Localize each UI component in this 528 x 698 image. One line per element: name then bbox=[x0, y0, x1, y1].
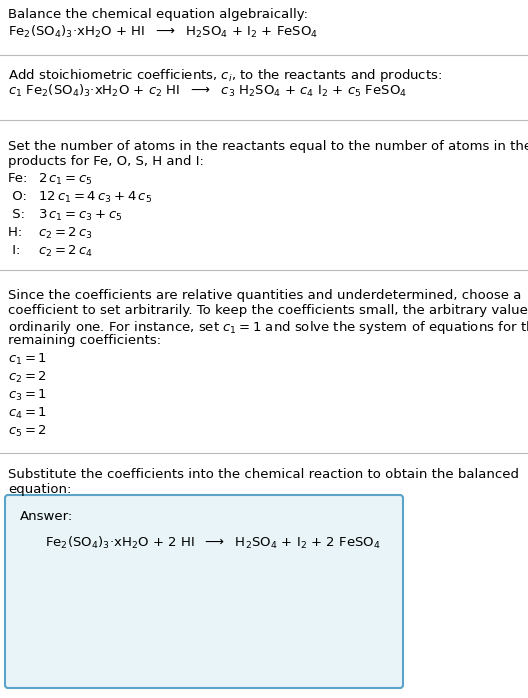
Text: Balance the chemical equation algebraically:: Balance the chemical equation algebraica… bbox=[8, 8, 308, 21]
Text: $c_5 = 2$: $c_5 = 2$ bbox=[8, 424, 47, 439]
Text: $c_2 = 2\,c_3$: $c_2 = 2\,c_3$ bbox=[38, 226, 93, 241]
Text: remaining coefficients:: remaining coefficients: bbox=[8, 334, 161, 347]
Text: $c_2 = 2\,c_4$: $c_2 = 2\,c_4$ bbox=[38, 244, 93, 259]
Text: coefficient to set arbitrarily. To keep the coefficients small, the arbitrary va: coefficient to set arbitrarily. To keep … bbox=[8, 304, 528, 317]
Text: $c_3 = 1$: $c_3 = 1$ bbox=[8, 388, 47, 403]
Text: equation:: equation: bbox=[8, 483, 71, 496]
Text: Fe$_2$(SO$_4$)$_3$·xH$_2$O + 2 HI  $\longrightarrow$  H$_2$SO$_4$ + I$_2$ + 2 Fe: Fe$_2$(SO$_4$)$_3$·xH$_2$O + 2 HI $\long… bbox=[45, 535, 381, 551]
Text: $3\,c_1 = c_3 + c_5$: $3\,c_1 = c_3 + c_5$ bbox=[38, 208, 122, 223]
Text: H:: H: bbox=[8, 226, 26, 239]
Text: $c_2 = 2$: $c_2 = 2$ bbox=[8, 370, 47, 385]
Text: ordinarily one. For instance, set $c_1 = 1$ and solve the system of equations fo: ordinarily one. For instance, set $c_1 =… bbox=[8, 319, 528, 336]
Text: products for Fe, O, S, H and I:: products for Fe, O, S, H and I: bbox=[8, 155, 204, 168]
Text: Fe:: Fe: bbox=[8, 172, 32, 185]
Text: $c_4 = 1$: $c_4 = 1$ bbox=[8, 406, 47, 421]
Text: $c_1$ Fe$_2$(SO$_4$)$_3$·xH$_2$O + $c_2$ HI  $\longrightarrow$  $c_3$ H$_2$SO$_4: $c_1$ Fe$_2$(SO$_4$)$_3$·xH$_2$O + $c_2$… bbox=[8, 83, 407, 99]
Text: Fe$_2$(SO$_4$)$_3$·xH$_2$O + HI  $\longrightarrow$  H$_2$SO$_4$ + I$_2$ + FeSO$_: Fe$_2$(SO$_4$)$_3$·xH$_2$O + HI $\longri… bbox=[8, 24, 318, 40]
Text: O:: O: bbox=[8, 190, 31, 203]
Text: Substitute the coefficients into the chemical reaction to obtain the balanced: Substitute the coefficients into the che… bbox=[8, 468, 519, 481]
Text: Since the coefficients are relative quantities and underdetermined, choose a: Since the coefficients are relative quan… bbox=[8, 289, 521, 302]
Text: Answer:: Answer: bbox=[20, 510, 73, 523]
FancyBboxPatch shape bbox=[5, 495, 403, 688]
Text: $12\,c_1 = 4\,c_3 + 4\,c_5$: $12\,c_1 = 4\,c_3 + 4\,c_5$ bbox=[38, 190, 152, 205]
Text: $c_1 = 1$: $c_1 = 1$ bbox=[8, 352, 47, 367]
Text: $2\,c_1 = c_5$: $2\,c_1 = c_5$ bbox=[38, 172, 93, 187]
Text: Set the number of atoms in the reactants equal to the number of atoms in the: Set the number of atoms in the reactants… bbox=[8, 140, 528, 153]
Text: I:: I: bbox=[8, 244, 25, 257]
Text: Add stoichiometric coefficients, $c_i$, to the reactants and products:: Add stoichiometric coefficients, $c_i$, … bbox=[8, 67, 442, 84]
Text: S:: S: bbox=[8, 208, 29, 221]
